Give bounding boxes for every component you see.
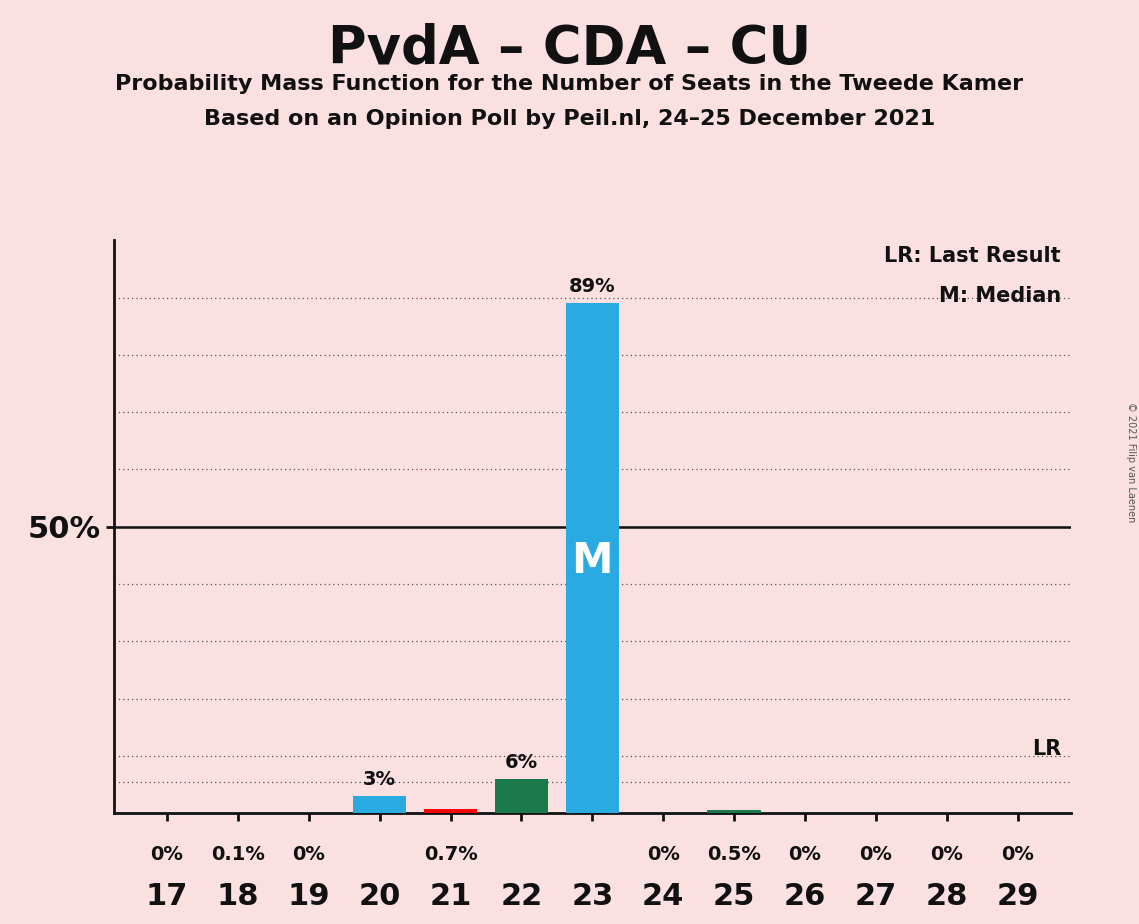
Bar: [566, 303, 618, 813]
Text: 0%: 0%: [931, 845, 964, 865]
Text: 3%: 3%: [363, 770, 396, 789]
Text: 0.7%: 0.7%: [424, 845, 477, 865]
Text: 0%: 0%: [647, 845, 680, 865]
Text: 24: 24: [642, 882, 685, 911]
Text: Probability Mass Function for the Number of Seats in the Tweede Kamer: Probability Mass Function for the Number…: [115, 74, 1024, 94]
Bar: [424, 809, 477, 813]
Text: 89%: 89%: [570, 277, 615, 297]
Text: 0%: 0%: [1001, 845, 1034, 865]
Text: M: Median: M: Median: [939, 286, 1062, 306]
Text: Based on an Opinion Poll by Peil.nl, 24–25 December 2021: Based on an Opinion Poll by Peil.nl, 24–…: [204, 109, 935, 129]
Text: 0%: 0%: [788, 845, 821, 865]
Text: 17: 17: [146, 882, 188, 911]
Text: 21: 21: [429, 882, 472, 911]
Text: M: M: [572, 540, 613, 582]
Text: 28: 28: [926, 882, 968, 911]
Bar: [707, 810, 761, 813]
Text: 29: 29: [997, 882, 1039, 911]
Text: 19: 19: [287, 882, 330, 911]
Text: 20: 20: [359, 882, 401, 911]
Bar: [353, 796, 407, 813]
Text: PvdA – CDA – CU: PvdA – CDA – CU: [328, 23, 811, 75]
Bar: [494, 779, 548, 813]
Text: 22: 22: [500, 882, 542, 911]
Text: LR: LR: [1032, 738, 1062, 759]
Text: 26: 26: [784, 882, 826, 911]
Text: 6%: 6%: [505, 753, 538, 772]
Text: 25: 25: [713, 882, 755, 911]
Text: © 2021 Filip van Laenen: © 2021 Filip van Laenen: [1126, 402, 1136, 522]
Text: 23: 23: [571, 882, 614, 911]
Text: 0.5%: 0.5%: [707, 845, 761, 865]
Text: 0.1%: 0.1%: [211, 845, 265, 865]
Text: 0%: 0%: [150, 845, 183, 865]
Text: 27: 27: [854, 882, 896, 911]
Text: 18: 18: [216, 882, 260, 911]
Text: LR: Last Result: LR: Last Result: [885, 246, 1062, 266]
Text: 0%: 0%: [293, 845, 326, 865]
Text: 0%: 0%: [859, 845, 892, 865]
